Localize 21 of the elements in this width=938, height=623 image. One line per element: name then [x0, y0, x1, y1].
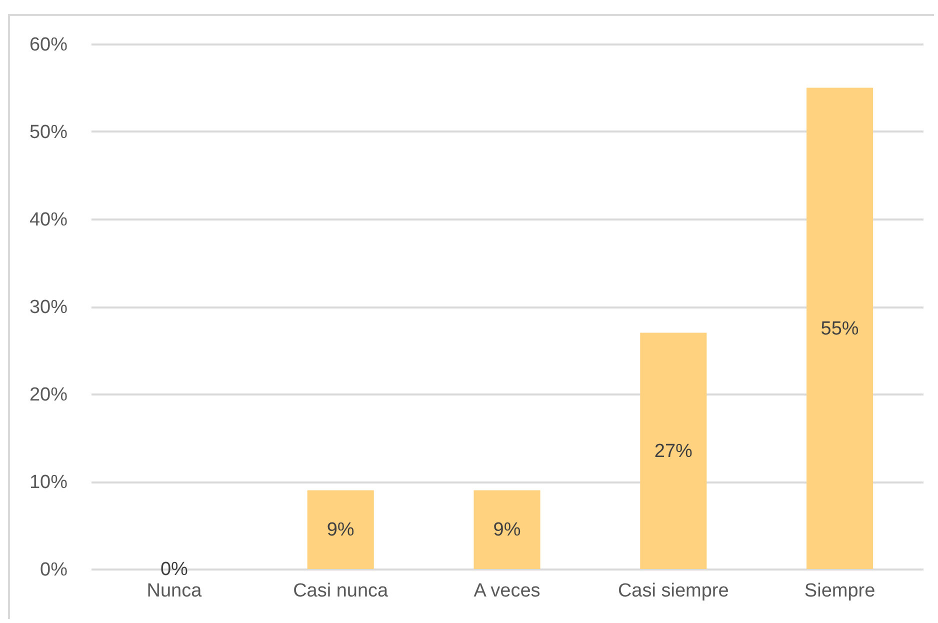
y-tick-label: 0%	[40, 560, 68, 580]
bar	[806, 88, 874, 569]
bar	[474, 490, 540, 569]
data-label: 27%	[654, 440, 693, 462]
y-tick-label: 60%	[29, 34, 68, 56]
y-tick-label: 20%	[29, 384, 68, 406]
bar	[640, 332, 707, 569]
data-label: 9%	[326, 520, 354, 541]
x-tick-label: Casi nunca	[293, 580, 389, 602]
data-label: 0%	[160, 559, 188, 580]
data-label: 55%	[820, 318, 859, 340]
x-tick-label: Siempre	[804, 580, 876, 602]
y-tick-label: 10%	[29, 472, 68, 493]
x-tick-label: Nunca	[146, 580, 202, 602]
y-tick-label: 40%	[29, 210, 68, 230]
x-tick-label: Casi siempre	[618, 580, 729, 602]
x-tick-label: A veces	[474, 580, 540, 602]
data-label: 9%	[493, 520, 521, 541]
y-tick-label: 50%	[29, 122, 68, 143]
y-tick-label: 30%	[29, 297, 68, 318]
bar	[307, 490, 374, 569]
